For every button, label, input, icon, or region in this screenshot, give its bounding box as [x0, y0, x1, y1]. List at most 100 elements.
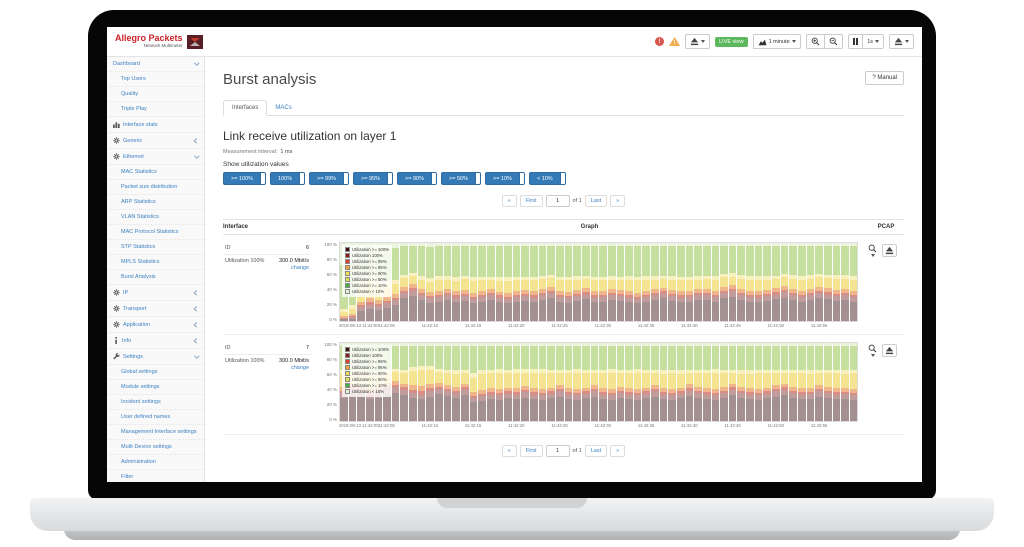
burst-chart-interface-7[interactable]: 100 % 80 % 60 % 40 % 20 % 0 % Utilization >= 1…: [321, 342, 858, 430]
sidebar-item-management-interface-settings[interactable]: Management Interface settings: [107, 425, 204, 440]
page-last-button[interactable]: Last: [584, 445, 608, 457]
error-icon[interactable]: !: [655, 37, 665, 46]
bar-segment: [754, 302, 763, 321]
bar: [573, 243, 581, 321]
bar-segment: [538, 299, 547, 321]
bar-segment: [737, 370, 746, 375]
page-number-input[interactable]: [545, 445, 570, 457]
bar-segment: [512, 394, 521, 400]
utilization-filter-10[interactable]: >= 10%: [484, 172, 525, 185]
filter-toggle[interactable]: [475, 172, 481, 185]
bar-segment: [547, 290, 556, 293]
tab-macs[interactable]: MACs: [275, 105, 292, 111]
utilization-filter-100[interactable]: 100%: [270, 172, 306, 185]
zoom-out-button[interactable]: [823, 34, 843, 49]
sidebar-item-info[interactable]: Info: [107, 333, 204, 349]
bar-segment: [711, 290, 720, 295]
chart-plot-area[interactable]: Utilization >= 100% Utilization 100% Utili…: [339, 342, 858, 422]
sidebar-item-burst-analysis[interactable]: Burst Analysis: [107, 270, 204, 285]
utilization-filter-50[interactable]: >= 50%: [441, 172, 481, 185]
sidebar-item-user-defined-names[interactable]: User defined names: [107, 410, 204, 425]
bar-segment: [340, 316, 348, 318]
measurement-label: Measurement interval:: [223, 149, 278, 155]
sidebar-item-top-users[interactable]: Top Users: [107, 72, 204, 87]
filter-toggle[interactable]: [432, 172, 438, 185]
sidebar-item-ethernet[interactable]: Ethernet: [107, 149, 204, 165]
sidebar-item-transport[interactable]: Transport: [107, 301, 204, 317]
filter-toggle[interactable]: [560, 172, 566, 185]
page-first-button[interactable]: First: [519, 445, 543, 457]
pause-button[interactable]: [847, 34, 864, 49]
utilization-filter-100[interactable]: >= 100%: [223, 172, 267, 185]
page-number-input[interactable]: [545, 195, 570, 207]
sidebar-item-module-settings[interactable]: Module settings: [107, 380, 204, 395]
bar: [607, 243, 616, 321]
filter-toggle[interactable]: [519, 172, 525, 185]
x-tick-label: 11:42:40: [681, 323, 698, 328]
bar-segment: [702, 243, 711, 247]
warning-icon[interactable]: !: [669, 37, 681, 46]
sidebar-item-administration[interactable]: Administration: [107, 455, 204, 470]
logo[interactable]: Allegro Packets Network Multimeter: [115, 34, 211, 49]
bar-segment: [823, 299, 832, 321]
sidebar-item-generic[interactable]: Generic: [107, 133, 204, 149]
sidebar-item-stp-statistics[interactable]: STP Statistics: [107, 240, 204, 255]
page-first-button[interactable]: First: [519, 195, 543, 207]
sidebar-item-settings[interactable]: Settings: [107, 349, 204, 365]
sidebar-item-mac-protocol-statistics[interactable]: MAC Protocol Statistics: [107, 225, 204, 240]
download-icon: [885, 346, 894, 355]
download-menu-button[interactable]: [889, 34, 914, 49]
refresh-rate-dropdown[interactable]: 1s: [862, 34, 884, 49]
sidebar-item-interface-stats[interactable]: Interface stats: [107, 117, 204, 133]
filter-toggle[interactable]: [300, 172, 306, 185]
utilization-filter-99[interactable]: >= 99%: [309, 172, 350, 185]
utilization-filter-10[interactable]: < 10%: [528, 172, 566, 185]
sidebar-item-quality[interactable]: Quality: [107, 87, 204, 102]
interval-dropdown[interactable]: 1 minute: [752, 34, 801, 49]
sidebar-item-triple-play[interactable]: Triple Play: [107, 102, 204, 117]
burst-chart-interface-6[interactable]: 100 % 80 % 60 % 40 % 20 % 0 % Utilization >= 1…: [321, 242, 858, 330]
utilization-filter-90[interactable]: >= 90%: [397, 172, 438, 185]
filter-toggle[interactable]: [388, 172, 394, 185]
page-prev-button[interactable]: «: [501, 445, 517, 457]
export-menu-button[interactable]: [685, 34, 711, 49]
bar-segment: [564, 399, 573, 421]
filter-toggle[interactable]: [344, 172, 350, 185]
bar-segment: [694, 299, 702, 321]
filter-toggle[interactable]: [261, 172, 267, 185]
chart-plot-area[interactable]: Utilization >= 100% Utilization 100% Utili…: [339, 242, 858, 322]
sidebar-item-filter[interactable]: Filter: [107, 470, 204, 482]
sidebar-item-arp-statistics[interactable]: ARP Statistics: [107, 195, 204, 210]
pcap-inspect-button[interactable]: [868, 344, 877, 357]
change-link[interactable]: change: [290, 265, 309, 271]
bar: [763, 243, 772, 321]
page-prev-button[interactable]: «: [501, 195, 517, 207]
bar-segment: [625, 369, 633, 374]
sidebar-item-dashboard[interactable]: Dashboard: [107, 57, 204, 72]
sidebar-item-ip[interactable]: IP: [107, 285, 204, 301]
sidebar-item-global-settings[interactable]: Global settings: [107, 365, 204, 380]
page-next-button[interactable]: »: [610, 195, 626, 207]
sidebar-item-incident-settings[interactable]: Incident settings: [107, 395, 204, 410]
sidebar-item-application[interactable]: Application: [107, 317, 204, 333]
live-view-badge[interactable]: LIVE view: [715, 36, 748, 47]
pcap-download-button[interactable]: [882, 244, 897, 257]
sidebar-item-mpls-statistics[interactable]: MPLS Statistics: [107, 255, 204, 270]
interfaces-table: Interface Graph PCAP ID 6 Utilization 100…: [223, 219, 904, 435]
page-next-button[interactable]: »: [610, 445, 626, 457]
pcap-inspect-button[interactable]: [868, 244, 877, 257]
manual-button[interactable]: ? Manual: [865, 71, 904, 85]
zoom-in-button[interactable]: [805, 34, 825, 49]
sidebar-item-packet-size-distribution[interactable]: Packet size distribution: [107, 180, 204, 195]
page-last-button[interactable]: Last: [584, 195, 608, 207]
change-link[interactable]: change: [290, 365, 309, 371]
utilization-filter-95[interactable]: >= 95%: [353, 172, 394, 185]
bar: [581, 343, 590, 421]
sidebar-item-vlan-statistics[interactable]: VLAN Statistics: [107, 210, 204, 225]
sidebar-item-mac-statistics[interactable]: MAC Statistics: [107, 165, 204, 180]
bar-segment: [772, 246, 780, 276]
legend-item: Utilization < 10%: [345, 289, 389, 294]
pcap-download-button[interactable]: [882, 344, 897, 357]
tab-interfaces[interactable]: Interfaces: [223, 100, 268, 116]
sidebar-item-multi-device-settings[interactable]: Multi-Device settings: [107, 440, 204, 455]
